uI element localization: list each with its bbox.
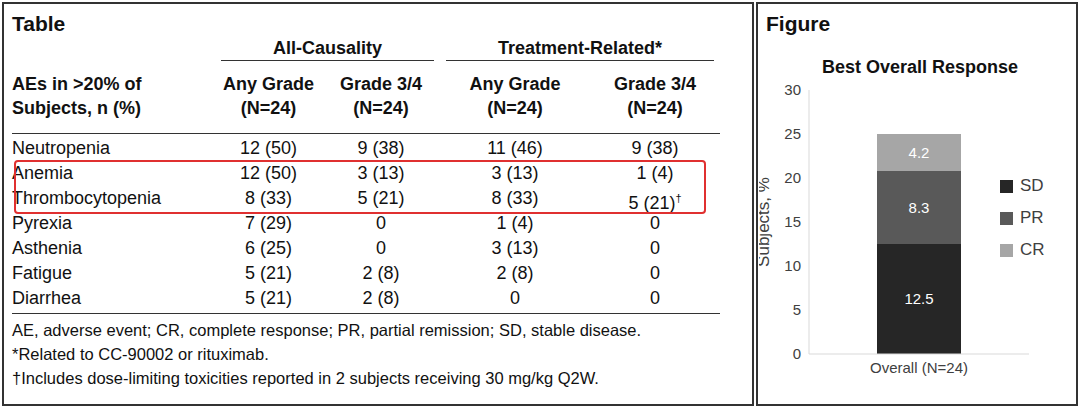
html-text:3 (13): 3 (13) <box>357 163 405 183</box>
html-text:Grade 3/4: Grade 3/4 <box>614 74 696 94</box>
html-text:3 (13): 3 (13) <box>491 163 539 183</box>
html-text:6 (25): 6 (25) <box>245 238 292 258</box>
html-text:Treatment-Related*: Treatment-Related* <box>498 38 662 58</box>
html-text:(N=24): (N=24) <box>627 98 683 118</box>
html-text:0: 0 <box>650 263 660 283</box>
html-text:9 (38): 9 (38) <box>631 138 679 158</box>
svg-text:8.3: 8.3 <box>909 199 930 216</box>
html-text:5 (21): 5 (21) <box>357 188 405 208</box>
html-text:Fatigue: Fatigue <box>12 263 72 283</box>
svg-text:12.5: 12.5 <box>904 290 933 307</box>
html-text:11 (46): 11 (46) <box>487 138 543 158</box>
html-text:PR: PR <box>1020 208 1044 227</box>
html-text:5 (21): 5 (21) <box>245 288 292 308</box>
html-text:1 (4): 1 (4) <box>636 163 674 183</box>
html-text:Any Grade: Any Grade <box>469 74 561 94</box>
html-text:8 (33): 8 (33) <box>245 188 292 208</box>
html-text:2 (8): 2 (8) <box>362 263 400 283</box>
html-text:9 (38): 9 (38) <box>357 138 405 158</box>
svg-text:0: 0 <box>793 345 801 362</box>
svg-text:25: 25 <box>784 125 801 142</box>
html-text:Subjects, n (%): Subjects, n (%) <box>12 98 141 118</box>
html-text:8 (33): 8 (33) <box>491 188 539 208</box>
svg-text:Subjects, %: Subjects, % <box>759 177 773 267</box>
html-text:†Includes dose-limiting toxici: †Includes dose-limiting toxicities repor… <box>12 369 599 387</box>
html-text:0: 0 <box>650 213 660 233</box>
svg-text:15: 15 <box>784 213 801 230</box>
html-text:5 (21)†: 5 (21)† <box>628 192 682 213</box>
html-text:(N=24): (N=24) <box>240 98 297 118</box>
html-text:(N=24): (N=24) <box>487 98 543 118</box>
html-text:3 (13): 3 (13) <box>491 238 539 258</box>
html-text:0: 0 <box>376 213 386 233</box>
html-text:AE, adverse event; CR, complet: AE, adverse event; CR, complete response… <box>12 321 642 339</box>
html-text:AEs in >20% of: AEs in >20% of <box>12 74 142 94</box>
svg-text:4.2: 4.2 <box>909 144 930 161</box>
html-text:Grade 3/4: Grade 3/4 <box>340 74 422 94</box>
html-text:Thrombocytopenia: Thrombocytopenia <box>12 188 162 208</box>
html-text:Figure: Figure <box>766 12 831 35</box>
svg-text:30: 30 <box>784 81 801 98</box>
html-text:Best Overall Response: Best Overall Response <box>822 57 1018 77</box>
html-text:12 (50): 12 (50) <box>240 138 297 158</box>
html-text:0: 0 <box>510 288 520 308</box>
svg-text:10: 10 <box>784 257 801 274</box>
html-text:Table: Table <box>12 12 66 35</box>
html-text:Neutropenia: Neutropenia <box>12 138 111 158</box>
html-text:(N=24): (N=24) <box>353 98 409 118</box>
svg-text:5: 5 <box>793 301 801 318</box>
html-text:0: 0 <box>650 238 660 258</box>
html-text:0: 0 <box>650 288 660 308</box>
html-text:SD: SD <box>1020 176 1044 195</box>
html-text:7 (29): 7 (29) <box>245 213 292 233</box>
html-text:12 (50): 12 (50) <box>240 163 297 183</box>
html-text:*Related to CC-90002 or rituxi: *Related to CC-90002 or rituximab. <box>12 345 269 363</box>
html-text:2 (8): 2 (8) <box>496 263 534 283</box>
svg-text:20: 20 <box>784 169 801 186</box>
html-text:5 (21): 5 (21) <box>245 263 292 283</box>
html-text:1 (4): 1 (4) <box>496 213 534 233</box>
svg-text:Overall (N=24): Overall (N=24) <box>870 359 968 376</box>
html-text:Anemia: Anemia <box>12 163 73 183</box>
html-text:Pyrexia: Pyrexia <box>12 213 72 233</box>
html-text:0: 0 <box>376 238 386 258</box>
html-text:Any Grade: Any Grade <box>223 74 314 94</box>
html-text:2 (8): 2 (8) <box>362 288 400 308</box>
html-text:CR: CR <box>1020 240 1045 259</box>
html-text:All-Causality: All-Causality <box>273 38 382 58</box>
html-text:Asthenia: Asthenia <box>12 238 83 258</box>
html-text:Diarrhea: Diarrhea <box>12 288 81 308</box>
